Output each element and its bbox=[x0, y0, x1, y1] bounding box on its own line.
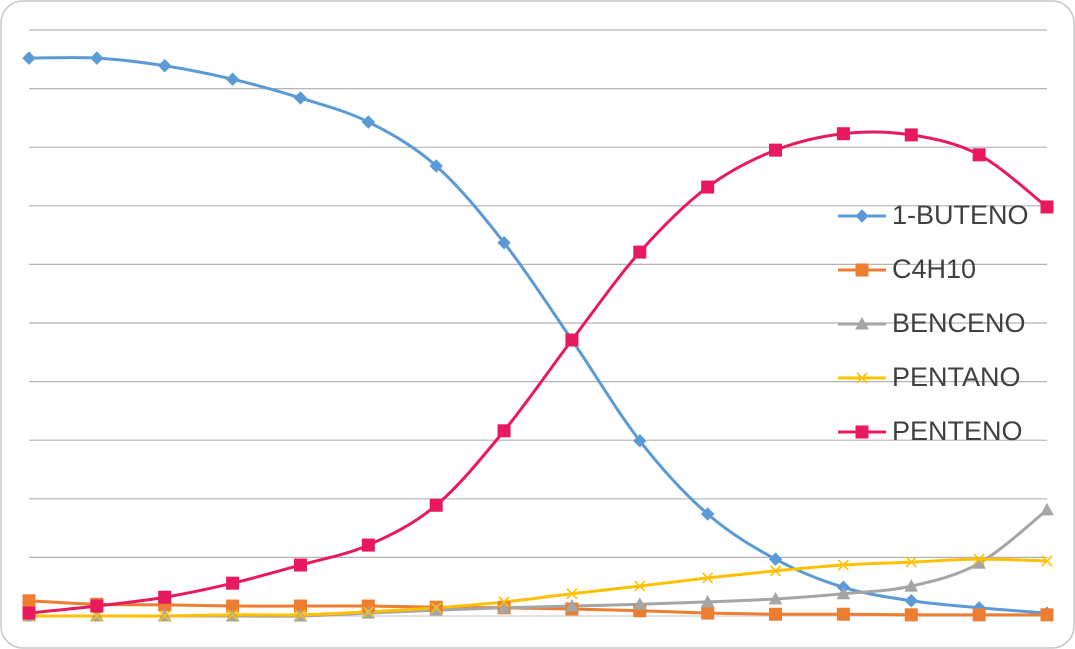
marker bbox=[429, 603, 444, 616]
legend-marker bbox=[855, 263, 869, 277]
marker bbox=[1040, 608, 1054, 622]
legend-label: 1-BUTENO bbox=[892, 200, 1029, 230]
marker bbox=[768, 591, 783, 605]
marker bbox=[566, 588, 578, 600]
marker bbox=[225, 72, 240, 86]
marker bbox=[836, 127, 850, 141]
marker bbox=[497, 600, 511, 614]
marker bbox=[837, 559, 849, 571]
marker bbox=[904, 579, 919, 592]
marker bbox=[22, 594, 36, 608]
marker bbox=[90, 599, 104, 613]
marker bbox=[429, 498, 443, 512]
marker bbox=[702, 572, 714, 584]
marker bbox=[497, 424, 511, 438]
marker bbox=[972, 608, 986, 622]
marker bbox=[904, 594, 918, 608]
marker bbox=[497, 236, 511, 250]
marker bbox=[768, 552, 783, 566]
marker bbox=[158, 590, 172, 604]
marker bbox=[836, 586, 851, 600]
legend-marker bbox=[855, 316, 869, 330]
marker bbox=[429, 159, 443, 173]
marker bbox=[701, 180, 715, 194]
marker bbox=[362, 606, 374, 618]
marker bbox=[159, 610, 171, 622]
marker bbox=[836, 607, 850, 621]
marker bbox=[972, 148, 986, 162]
marker bbox=[90, 51, 104, 65]
marker bbox=[1040, 502, 1054, 516]
marker bbox=[769, 607, 783, 621]
marker bbox=[769, 565, 782, 577]
marker bbox=[904, 608, 918, 622]
legend-marker bbox=[855, 209, 869, 223]
marker bbox=[91, 610, 103, 622]
series-line bbox=[28, 130, 1048, 615]
marker bbox=[904, 128, 918, 142]
marker bbox=[700, 594, 715, 608]
series-line bbox=[28, 557, 1048, 618]
marker bbox=[294, 609, 307, 621]
marker bbox=[701, 606, 715, 620]
marker bbox=[22, 606, 36, 620]
marker bbox=[158, 59, 172, 73]
marker bbox=[633, 245, 647, 259]
marker bbox=[1040, 200, 1054, 214]
legend-label: PENTENO bbox=[892, 416, 1023, 446]
legend-label: PENTANO bbox=[892, 362, 1021, 392]
marker bbox=[227, 609, 239, 621]
marker bbox=[22, 51, 36, 65]
marker bbox=[361, 115, 376, 129]
legend-marker bbox=[855, 425, 869, 439]
marker bbox=[565, 598, 579, 612]
marker bbox=[293, 558, 307, 572]
marker bbox=[633, 434, 647, 448]
marker bbox=[498, 596, 510, 608]
legend-marker bbox=[856, 372, 868, 384]
marker bbox=[226, 576, 240, 590]
legend-label: BENCENO bbox=[892, 308, 1026, 338]
marker bbox=[973, 553, 985, 565]
marker bbox=[1041, 555, 1053, 567]
marker bbox=[361, 538, 375, 552]
marker bbox=[293, 91, 308, 105]
marker bbox=[769, 143, 783, 157]
marker bbox=[634, 580, 646, 592]
marker bbox=[430, 602, 442, 614]
marker bbox=[700, 507, 715, 521]
marker bbox=[632, 597, 647, 610]
marker bbox=[905, 556, 917, 568]
legend-label: C4H10 bbox=[892, 254, 976, 284]
marker bbox=[565, 333, 579, 347]
